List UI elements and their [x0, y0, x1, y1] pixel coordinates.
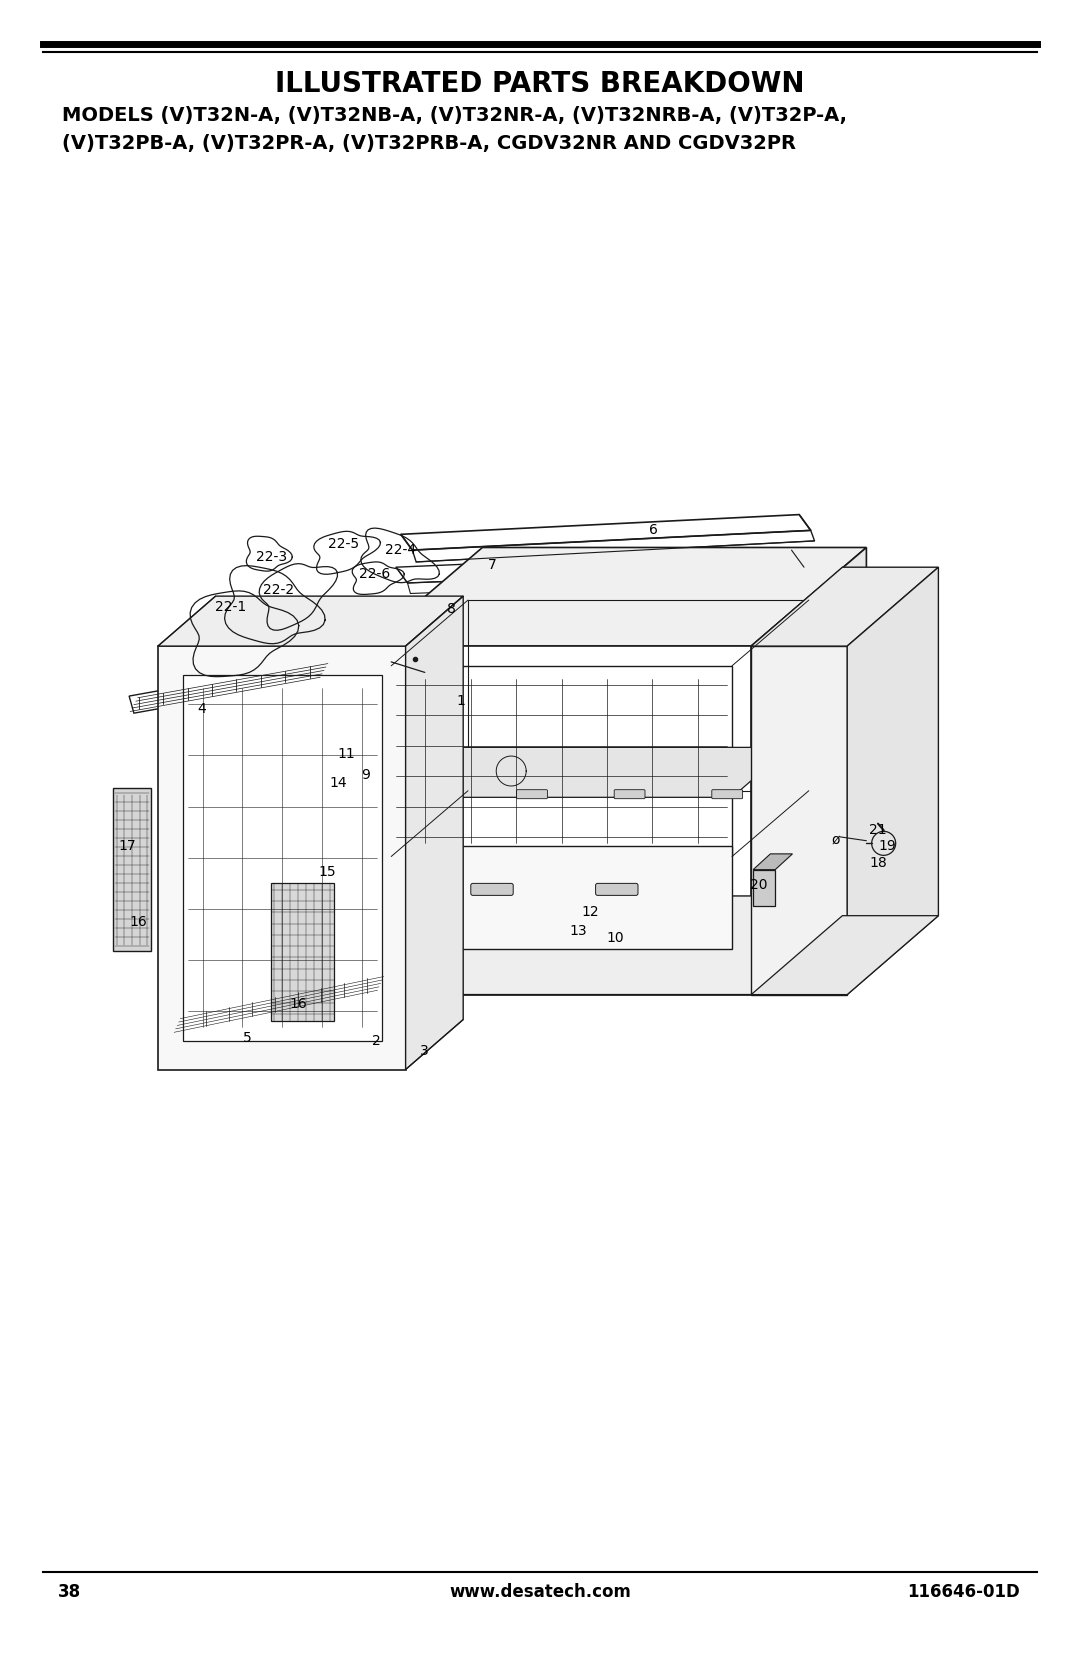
Polygon shape	[158, 596, 463, 646]
Text: 8: 8	[447, 603, 456, 616]
Text: (V)T32PB-A, (V)T32PR-A, (V)T32PRB-A, CGDV32NR AND CGDV32PR: (V)T32PB-A, (V)T32PR-A, (V)T32PRB-A, CGD…	[62, 135, 796, 154]
Text: ILLUSTRATED PARTS BREAKDOWN: ILLUSTRATED PARTS BREAKDOWN	[275, 70, 805, 98]
Text: 22-5: 22-5	[327, 536, 359, 551]
Text: 11: 11	[337, 748, 355, 761]
Text: 17: 17	[119, 840, 136, 853]
Polygon shape	[158, 646, 406, 1070]
Text: 16: 16	[130, 915, 148, 930]
Polygon shape	[387, 846, 732, 948]
Text: 2: 2	[373, 1033, 381, 1048]
Text: 21: 21	[869, 823, 887, 838]
Polygon shape	[367, 547, 866, 646]
Text: 5: 5	[243, 1031, 252, 1045]
Polygon shape	[752, 547, 866, 995]
Text: 4: 4	[198, 703, 206, 716]
FancyBboxPatch shape	[712, 789, 743, 799]
FancyBboxPatch shape	[615, 789, 645, 799]
Polygon shape	[112, 788, 151, 951]
Text: 3: 3	[420, 1045, 429, 1058]
Polygon shape	[847, 567, 939, 995]
Polygon shape	[183, 674, 381, 1040]
Polygon shape	[753, 870, 775, 906]
Text: 15: 15	[319, 865, 336, 880]
Text: 38: 38	[58, 1582, 81, 1601]
Text: 1: 1	[457, 694, 465, 708]
FancyBboxPatch shape	[595, 883, 638, 895]
Text: ø: ø	[832, 833, 840, 846]
Text: 13: 13	[569, 925, 588, 938]
Text: 19: 19	[879, 840, 896, 853]
Text: 22-6: 22-6	[360, 567, 391, 581]
Polygon shape	[752, 646, 847, 995]
Text: MODELS (V)T32N-A, (V)T32NB-A, (V)T32NR-A, (V)T32NRB-A, (V)T32P-A,: MODELS (V)T32N-A, (V)T32NB-A, (V)T32NR-A…	[62, 107, 847, 125]
FancyBboxPatch shape	[471, 883, 513, 895]
FancyBboxPatch shape	[516, 789, 548, 799]
Text: 14: 14	[329, 776, 347, 789]
Text: 20: 20	[751, 878, 768, 893]
Polygon shape	[752, 567, 939, 646]
Text: 22-1: 22-1	[215, 599, 246, 614]
Text: 6: 6	[649, 524, 658, 537]
Text: 116646-01D: 116646-01D	[907, 1582, 1020, 1601]
Text: 10: 10	[606, 931, 623, 945]
Polygon shape	[753, 855, 793, 870]
Polygon shape	[752, 916, 939, 995]
Text: 22-2: 22-2	[264, 582, 295, 596]
Polygon shape	[437, 596, 451, 779]
Text: 22-3: 22-3	[256, 549, 287, 564]
FancyBboxPatch shape	[419, 789, 449, 799]
Polygon shape	[367, 646, 752, 995]
Text: 18: 18	[869, 856, 887, 870]
Polygon shape	[271, 883, 334, 1021]
Text: 22-4: 22-4	[386, 542, 417, 557]
Text: 9: 9	[361, 768, 369, 783]
Text: www.desatech.com: www.desatech.com	[449, 1582, 631, 1601]
Polygon shape	[406, 596, 463, 1070]
Text: 7: 7	[488, 557, 497, 571]
Polygon shape	[391, 748, 789, 798]
Polygon shape	[367, 896, 866, 995]
Text: 12: 12	[581, 905, 598, 918]
Text: 16: 16	[289, 996, 307, 1011]
